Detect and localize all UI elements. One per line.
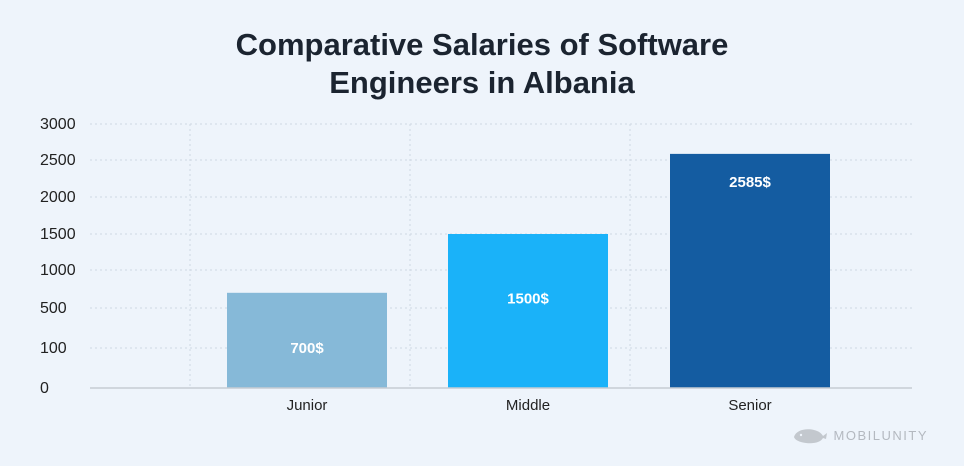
watermark: MOBILUNITY	[792, 425, 928, 445]
y-tick-label: 0	[40, 380, 49, 397]
y-tick-label: 100	[40, 340, 67, 357]
bar-junior	[227, 292, 387, 388]
data-label: 700$	[290, 340, 324, 357]
y-tick-label: 2500	[40, 152, 76, 169]
y-tick-label: 1000	[40, 262, 76, 279]
x-tick-label: Middle	[506, 397, 550, 414]
y-tick-label: 500	[40, 300, 67, 317]
whale-logo-icon	[793, 429, 827, 444]
x-tick-label: Senior	[728, 397, 771, 414]
chart-title-line-1: Comparative Salaries of Software	[235, 27, 729, 62]
y-tick-label: 1500	[40, 226, 76, 243]
watermark-text: MOBILUNITY	[833, 427, 928, 443]
chart-title: Comparative Salaries of Software Enginee…	[0, 26, 964, 102]
chart-title-line-2: Engineers in Albania	[329, 65, 635, 100]
bar-senior	[670, 153, 830, 388]
y-tick-label: 2000	[40, 189, 76, 206]
data-label: 1500$	[507, 291, 549, 308]
y-tick-label: 3000	[40, 116, 76, 133]
data-label: 2585$	[729, 174, 771, 191]
bar-middle	[448, 234, 608, 388]
x-tick-label: Junior	[287, 397, 328, 414]
